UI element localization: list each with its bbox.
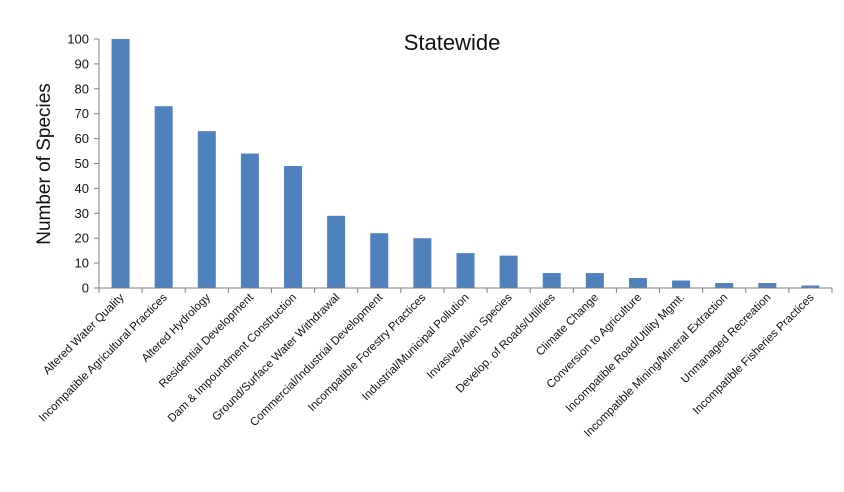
bar	[542, 273, 561, 288]
x-tick-label: Unmanaged Recreation	[679, 292, 773, 386]
y-tick-label: 50	[75, 156, 89, 171]
y-tick-label: 30	[75, 206, 89, 221]
bar	[499, 255, 518, 288]
bar	[154, 106, 173, 288]
y-tick-label: 70	[75, 106, 89, 121]
bar	[413, 238, 432, 288]
bar	[111, 39, 130, 288]
y-tick-label: 20	[75, 231, 89, 246]
bar	[801, 285, 820, 288]
bar	[284, 165, 303, 288]
bar	[715, 283, 734, 288]
x-tick-label: Altered Water Quality	[41, 291, 127, 377]
y-tick-label: 60	[75, 131, 89, 146]
y-axis-label: Number of Species	[34, 83, 55, 245]
y-tick-label: 10	[75, 256, 89, 271]
y-tick-label: 0	[82, 281, 89, 296]
bar	[672, 280, 691, 288]
x-tick-label: Invasive/Alien Species	[425, 291, 515, 381]
bar	[585, 273, 604, 288]
bar	[327, 215, 346, 288]
bar	[456, 253, 475, 288]
y-tick-label: 80	[75, 81, 89, 96]
bars-group	[111, 39, 820, 288]
y-tick-label: 90	[75, 56, 89, 71]
chart-title: Statewide	[404, 30, 501, 55]
bar	[758, 283, 777, 288]
bar	[628, 278, 647, 288]
bar	[240, 153, 259, 288]
y-tick-label: 40	[75, 181, 89, 196]
y-tick-label: 100	[67, 32, 89, 47]
bar	[370, 233, 389, 288]
bar	[197, 131, 216, 288]
y-axis: 0 10 20 30 40 50 60 70 80 90 100	[67, 32, 100, 296]
